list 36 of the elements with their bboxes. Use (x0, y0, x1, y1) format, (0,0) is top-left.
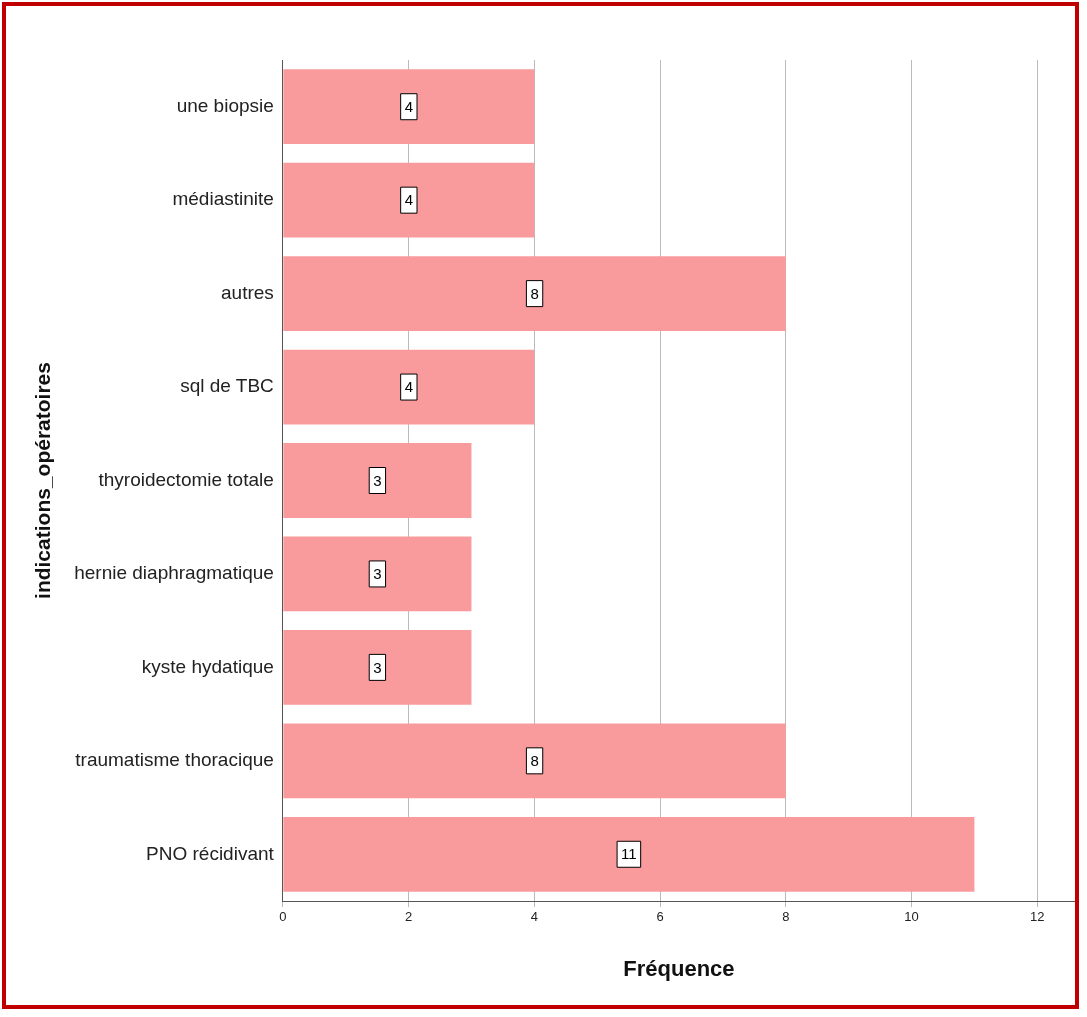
x-tick-label: 12 (1030, 909, 1045, 925)
bar (283, 630, 472, 705)
bar (283, 443, 472, 518)
data-label: 8 (530, 284, 539, 302)
data-label: 3 (373, 471, 382, 489)
bar (283, 69, 535, 145)
y-tick-label: hernie diaphragmatique (74, 562, 274, 584)
y-tick-label: une biopsie (176, 94, 274, 116)
bar (283, 723, 786, 799)
x-tick-label: 4 (530, 909, 538, 925)
y-tick-label: autres (221, 281, 274, 303)
y-tick-label: PNO récidivant (146, 842, 275, 864)
x-tick-label: 8 (782, 909, 790, 925)
y-tick-label: sql de TBC (180, 375, 274, 397)
y-tick-label: médiastinite (172, 188, 274, 210)
y-tick-label: kyste hydatique (141, 655, 274, 677)
x-tick-label: 6 (656, 909, 664, 925)
bar (283, 349, 535, 425)
bar (283, 256, 786, 331)
data-label: 4 (404, 97, 413, 115)
x-tick-label: 2 (404, 909, 413, 925)
y-axis-title: indications_opératoires (31, 362, 55, 599)
data-label: 11 (621, 845, 637, 863)
bar (283, 816, 975, 892)
data-label: 3 (373, 565, 382, 583)
bar (283, 162, 535, 238)
y-tick-label: thyroidectomie totale (98, 468, 274, 490)
data-label: 8 (530, 751, 539, 769)
bar (283, 536, 472, 612)
x-axis-title: Fréquence (623, 955, 735, 981)
y-tick-label: traumatisme thoracique (75, 749, 274, 771)
data-label: 4 (404, 378, 413, 396)
data-label: 4 (404, 191, 413, 209)
x-tick-label: 10 (904, 909, 919, 925)
data-label: 3 (373, 658, 382, 676)
x-tick-label: 0 (279, 909, 287, 925)
